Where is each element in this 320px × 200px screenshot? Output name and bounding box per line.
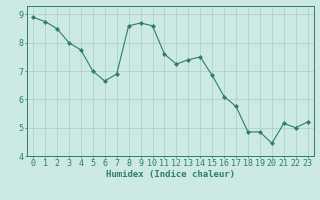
X-axis label: Humidex (Indice chaleur): Humidex (Indice chaleur)	[106, 170, 235, 179]
